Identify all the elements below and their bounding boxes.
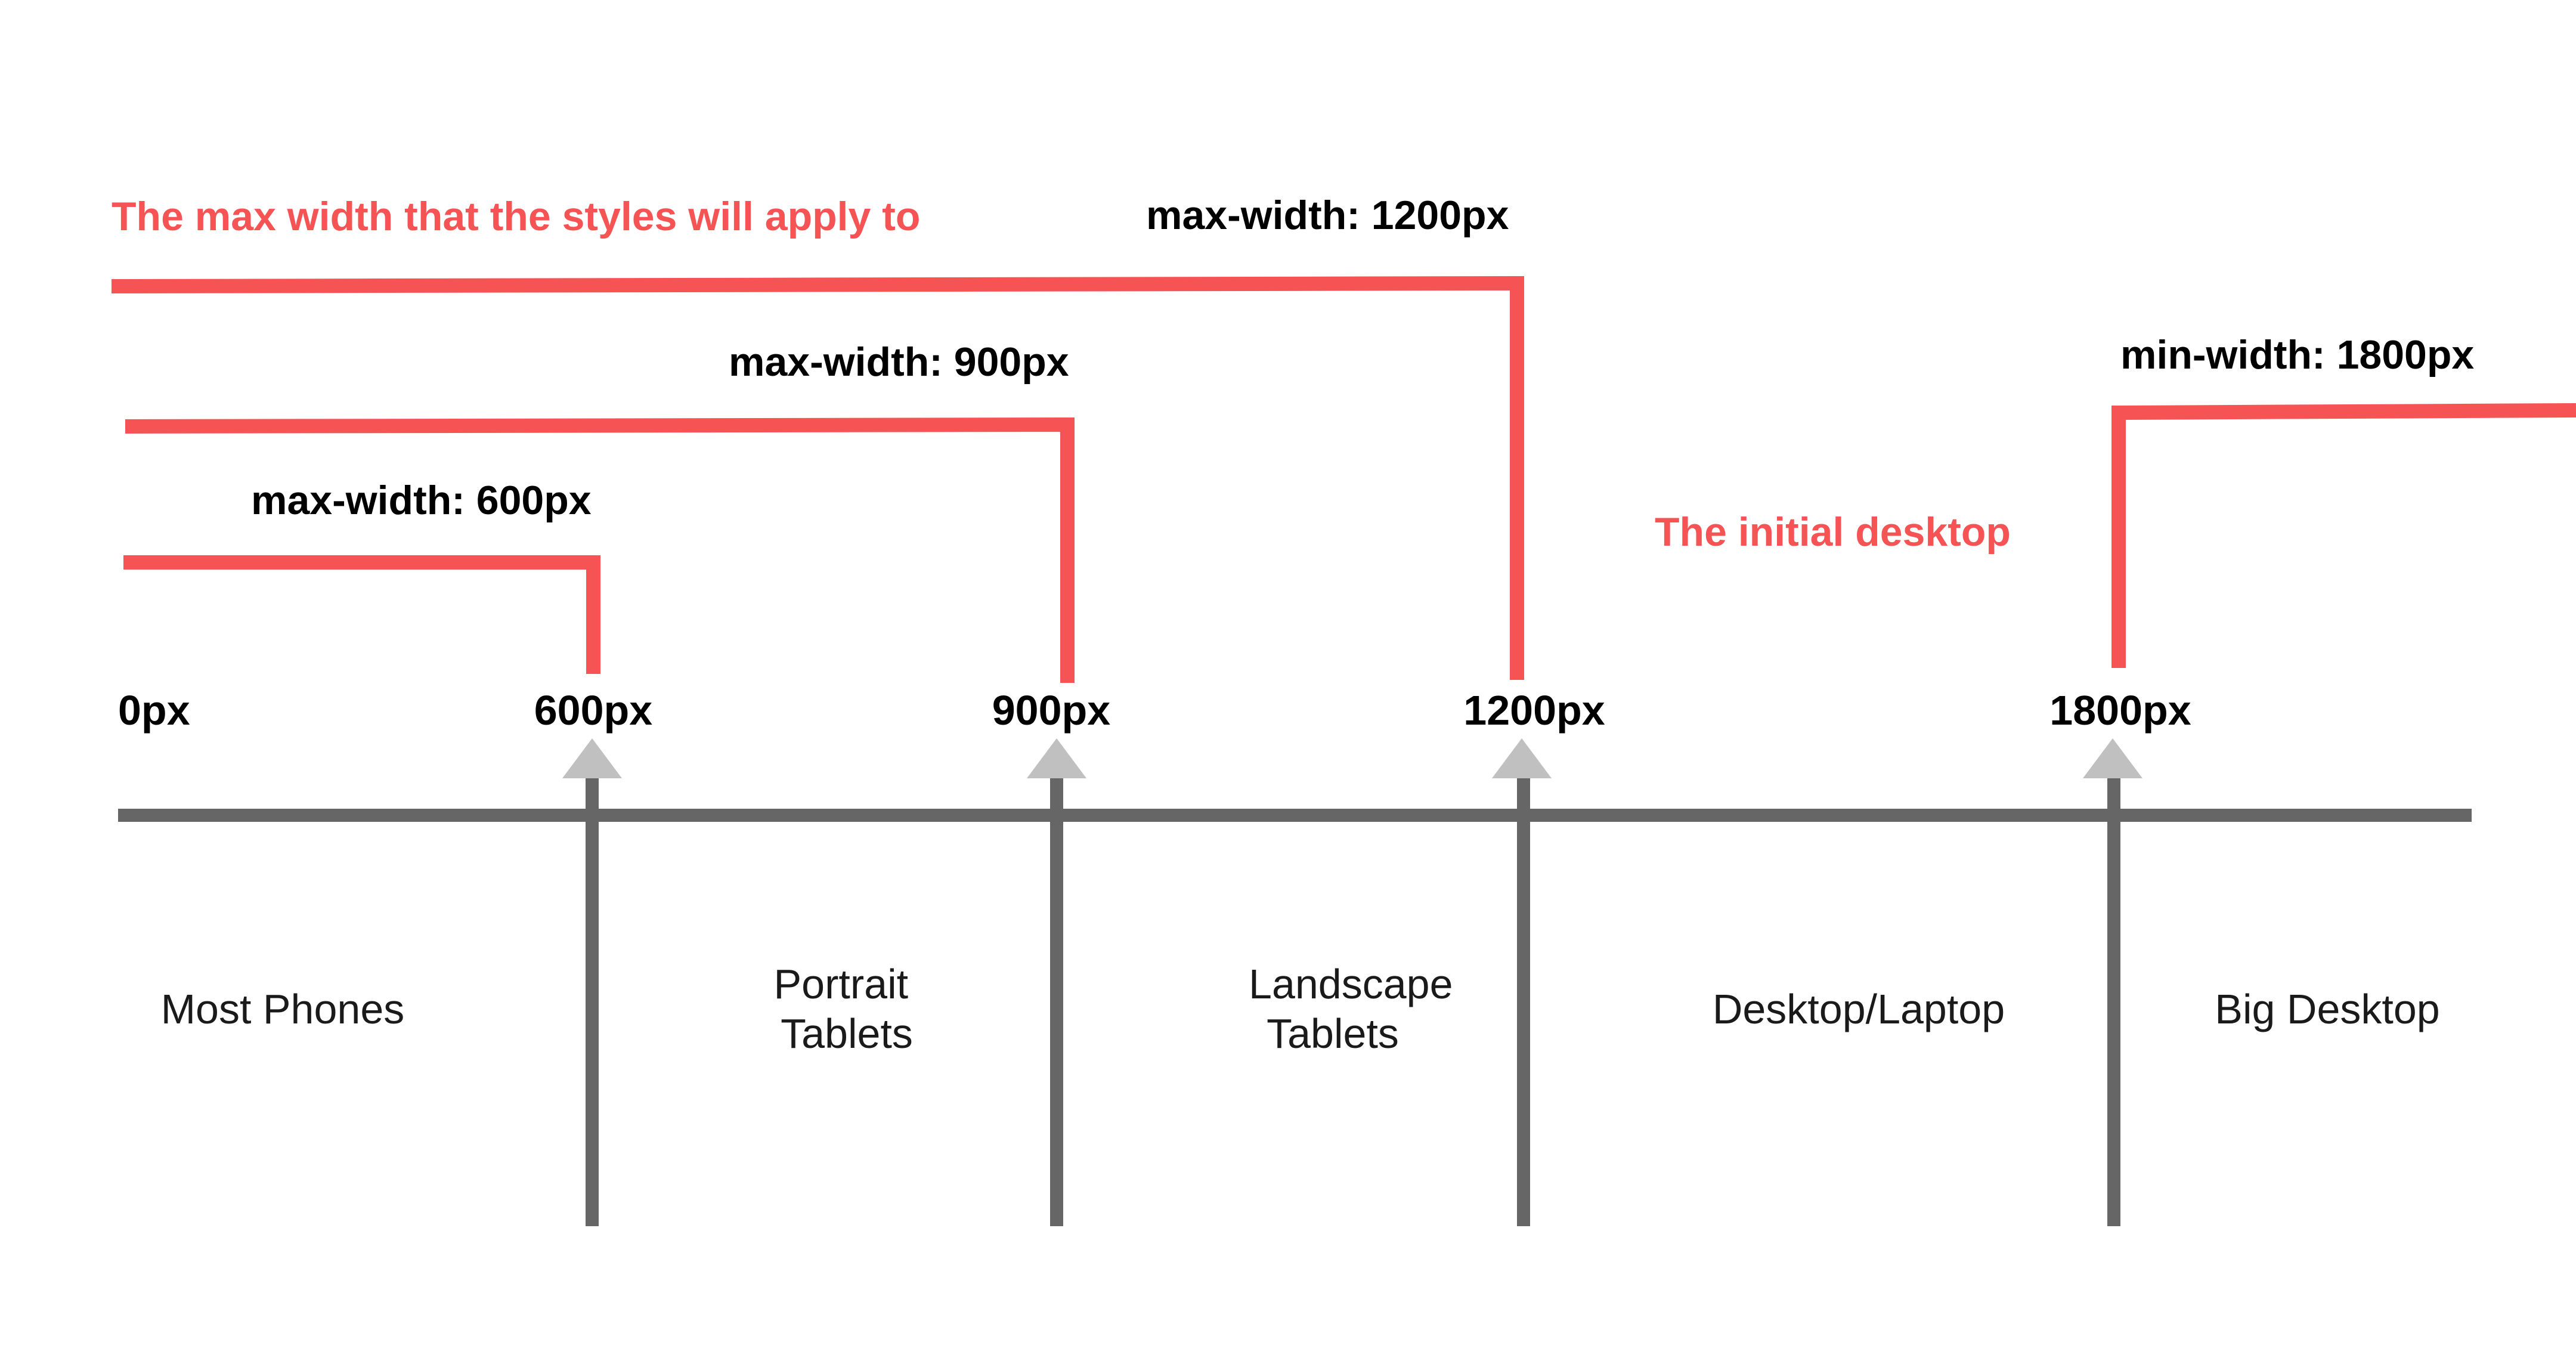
- max-width-900-range-line: [125, 417, 1075, 683]
- breakpoint-markers: [562, 738, 2142, 778]
- category-most-phones: Most Phones: [161, 986, 405, 1032]
- marker-900-icon: [1027, 738, 1086, 778]
- category-desktop-laptop-line: Desktop/Laptop: [1713, 986, 2005, 1032]
- query-min-width-1800: min-width: 1800px: [2120, 332, 2474, 378]
- query-max-width-900: max-width: 900px: [729, 339, 1069, 385]
- category-most-phones-line: Most Phones: [161, 986, 405, 1032]
- category-portrait-tablets-line-1: Portrait: [773, 961, 908, 1007]
- initial-desktop-note: The initial desktop: [1655, 509, 2011, 555]
- tick-label-600: 600px: [534, 687, 653, 734]
- tick-label-1200: 1200px: [1463, 687, 1605, 734]
- tick-label-900: 900px: [992, 687, 1111, 734]
- category-big-desktop-line: Big Desktop: [2215, 986, 2439, 1032]
- category-portrait-tablets: Portrait Tablets: [773, 961, 919, 1057]
- query-max-width-600: max-width: 600px: [251, 478, 592, 523]
- max-width-heading: The max width that the styles will apply…: [112, 194, 920, 239]
- category-landscape-tablets-line-2: Tablets: [1267, 1010, 1399, 1057]
- query-range-lines: [111, 276, 2576, 683]
- category-landscape-tablets: Landscape Tablets: [1249, 961, 1465, 1057]
- marker-600-icon: [562, 738, 622, 778]
- category-landscape-tablets-line-1: Landscape: [1249, 961, 1453, 1007]
- min-width-1800-range-line: [2111, 403, 2576, 668]
- category-big-desktop: Big Desktop: [2215, 986, 2439, 1032]
- tick-label-0: 0px: [118, 687, 190, 734]
- marker-1800-icon: [2083, 738, 2142, 778]
- tick-label-1800: 1800px: [2049, 687, 2191, 734]
- marker-1200-icon: [1492, 738, 1552, 778]
- max-width-600-range-line: [123, 555, 600, 674]
- breakpoint-dividers: [586, 774, 2120, 1226]
- max-width-1200-range-line: [111, 276, 1524, 680]
- category-desktop-laptop: Desktop/Laptop: [1713, 986, 2005, 1032]
- query-max-width-1200: max-width: 1200px: [1146, 193, 1509, 238]
- category-portrait-tablets-line-2: Tablets: [781, 1010, 913, 1057]
